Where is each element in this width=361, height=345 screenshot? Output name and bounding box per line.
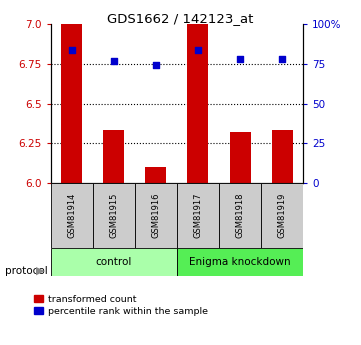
Bar [51,248,177,276]
Point [237,56,243,62]
Text: GSM81914: GSM81914 [67,193,76,238]
Bar [230,132,251,183]
Bar [51,183,93,248]
Text: control: control [96,257,132,267]
Bar [135,183,177,248]
Text: GDS1662 / 142123_at: GDS1662 / 142123_at [107,12,254,25]
Text: GSM81917: GSM81917 [193,193,203,238]
Bar [261,183,303,248]
Point [279,56,285,62]
Text: GSM81915: GSM81915 [109,193,118,238]
Bar [145,167,166,183]
Bar [177,248,303,276]
Bar [93,183,135,248]
Point [153,63,159,68]
Text: Enigma knockdown: Enigma knockdown [189,257,291,267]
Point [69,47,74,52]
Text: protocol: protocol [5,266,48,276]
Point [195,47,201,52]
Bar [219,183,261,248]
Text: GSM81916: GSM81916 [151,193,160,238]
Bar [177,183,219,248]
Bar [103,130,124,183]
Point [111,58,117,63]
Bar [271,130,293,183]
Text: ▶: ▶ [36,266,45,276]
Text: GSM81918: GSM81918 [236,193,244,238]
Legend: transformed count, percentile rank within the sample: transformed count, percentile rank withi… [34,295,208,316]
Text: GSM81919: GSM81919 [278,193,287,238]
Bar [61,24,82,183]
Bar [187,24,208,183]
